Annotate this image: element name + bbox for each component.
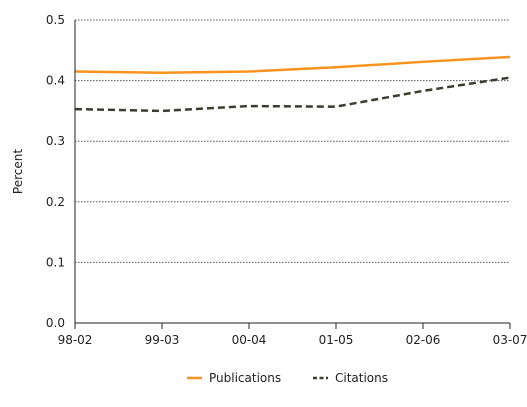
y-tick-label: 0.5	[46, 13, 65, 27]
series-layer	[74, 55, 511, 113]
gridlines	[75, 19, 510, 263]
legend-label-publications: Publications	[209, 371, 281, 385]
x-tick-label: 01-05	[319, 333, 354, 347]
x-tick-label: 02-06	[406, 333, 441, 347]
x-tick-label: 98-02	[58, 333, 93, 347]
x-tick-label: 99-03	[145, 333, 180, 347]
x-tick-label: 00-04	[232, 333, 267, 347]
series-line-citations	[74, 76, 511, 113]
y-tick-label: 0.3	[46, 134, 65, 148]
series-line-publications	[74, 55, 511, 74]
y-tick-label: 0.2	[46, 195, 65, 209]
x-tick-label: 03-07	[493, 333, 527, 347]
legend: Publications Citations	[187, 371, 388, 385]
legend-label-citations: Citations	[335, 371, 388, 385]
y-axis-title: Percent	[11, 149, 25, 194]
y-tick-label: 0.4	[46, 74, 65, 88]
x-axis: 98-02 99-03 00-04 01-05 02-06 03-07	[58, 322, 527, 347]
y-tick-label: 0.1	[46, 255, 65, 269]
y-axis: 0.0 0.1 0.2 0.3 0.4 0.5	[46, 13, 76, 330]
y-tick-label: 0.0	[46, 316, 65, 330]
